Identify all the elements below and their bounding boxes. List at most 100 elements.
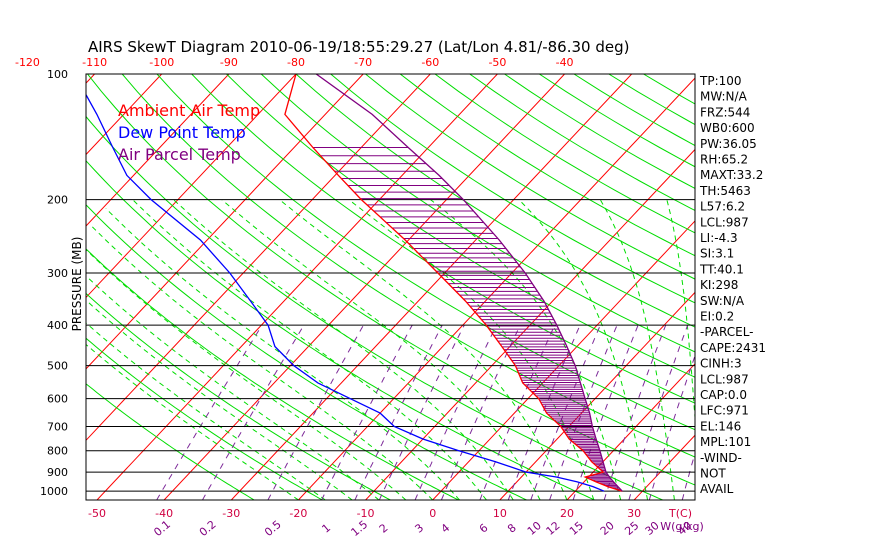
mixing-ratio-line bbox=[267, 324, 364, 500]
mixing-ratio-line bbox=[648, 354, 695, 500]
moist-adiabat bbox=[86, 299, 353, 500]
mixing-ratio-tick-label: 2 bbox=[377, 521, 391, 535]
dry-adiabat bbox=[156, 74, 695, 431]
bottom-temp-tick-label: -50 bbox=[88, 507, 106, 520]
isotherm-line bbox=[0, 74, 28, 500]
mixing-ratio-tick-label: 1 bbox=[319, 521, 333, 535]
dry-adiabat bbox=[86, 383, 255, 500]
top-temp-tick-label: -80 bbox=[287, 56, 305, 69]
pressure-tick-label: 600 bbox=[47, 393, 68, 406]
pressure-tick-label: 1000 bbox=[40, 485, 68, 498]
y-axis-label: PRESSURE (MB) bbox=[70, 237, 84, 332]
cape-hatch bbox=[312, 146, 621, 490]
legend-item: Air Parcel Temp bbox=[118, 145, 241, 164]
top-temp-tick-label: -110 bbox=[82, 56, 107, 69]
pressure-tick-label: 300 bbox=[47, 267, 68, 280]
top-temp-tick-label: -70 bbox=[354, 56, 372, 69]
bottom-temp-tick-label: -20 bbox=[289, 507, 307, 520]
dry-adiabat bbox=[399, 74, 695, 257]
ambient-air-templine bbox=[284, 74, 623, 492]
moist-adiabat bbox=[105, 208, 460, 500]
moist-adiabats bbox=[86, 199, 695, 500]
index-text: TT:40.1 bbox=[699, 262, 744, 276]
bottom-temp-tick-label: -40 bbox=[155, 507, 173, 520]
top-temp-tick-label: -120 bbox=[15, 56, 40, 69]
isotherm-line bbox=[432, 220, 695, 500]
index-text: -WIND- bbox=[700, 451, 742, 465]
isotherm-line bbox=[86, 74, 297, 299]
index-text: AVAIL bbox=[700, 482, 734, 496]
bottom-temp-tick-label: 30 bbox=[627, 507, 641, 520]
moist-adiabat bbox=[86, 248, 407, 500]
mixing-ratio-line bbox=[414, 324, 497, 500]
isotherm-line bbox=[163, 74, 565, 500]
moist-adiabat bbox=[86, 275, 380, 500]
index-text: TP:100 bbox=[699, 74, 742, 88]
dry-adiabat bbox=[469, 74, 695, 212]
dry-adiabat bbox=[226, 74, 695, 378]
mixing-ratio-line bbox=[202, 324, 305, 500]
moist-adiabat bbox=[599, 199, 675, 500]
mixing-ratio-line bbox=[507, 324, 581, 500]
mixing-ratio-tick-label: 20 bbox=[598, 519, 617, 538]
index-text: KI:298 bbox=[700, 278, 738, 292]
moist-adiabat bbox=[86, 343, 299, 500]
isotherm-line bbox=[768, 74, 870, 500]
dry-adiabat bbox=[295, 74, 695, 328]
dry-adiabats bbox=[86, 74, 695, 500]
mixing-ratio-tick-label: 15 bbox=[567, 519, 586, 538]
index-text: TH:5463 bbox=[699, 184, 751, 198]
dry-adiabat bbox=[86, 204, 527, 500]
moist-adiabat bbox=[86, 322, 326, 500]
bottom-temp-tick-label: 20 bbox=[560, 507, 574, 520]
mixing-ratio-line bbox=[321, 324, 413, 500]
index-text: WB0:600 bbox=[700, 121, 755, 135]
index-text: EI:0.2 bbox=[700, 310, 734, 324]
dry-adiabat bbox=[86, 292, 391, 500]
mixing-ratio-tick-label: 30 bbox=[643, 519, 662, 538]
dry-adiabat bbox=[121, 74, 695, 458]
mixing-ratio-lines bbox=[156, 324, 695, 500]
pressure-tick-label: 100 bbox=[47, 68, 68, 81]
mixing-ratio-tick-label: 4 bbox=[439, 521, 453, 535]
mixing-ratio-tick-label: 1.5 bbox=[349, 518, 371, 539]
mixing-ratio-tick-label: 8 bbox=[505, 521, 519, 535]
mixing-ratio-line bbox=[354, 324, 443, 500]
dry-adiabat bbox=[365, 74, 695, 280]
isotherm-line bbox=[86, 74, 230, 227]
isotherm-line bbox=[86, 74, 163, 156]
index-text: MAXT:33.2 bbox=[700, 168, 763, 182]
mixing-ratio-line bbox=[440, 324, 521, 500]
index-text: PW:36.05 bbox=[700, 137, 757, 151]
isotherm-line bbox=[86, 74, 364, 370]
dry-adiabat bbox=[86, 115, 663, 500]
pressure-tick-label: 800 bbox=[47, 445, 68, 458]
moist-adiabat bbox=[430, 199, 622, 500]
dry-adiabat bbox=[86, 248, 459, 500]
air-parcel-templine bbox=[315, 74, 623, 492]
dry-adiabat bbox=[330, 74, 695, 304]
pressure-tick-label: 500 bbox=[47, 360, 68, 373]
moist-adiabat bbox=[279, 199, 568, 500]
dry-adiabat bbox=[191, 74, 695, 404]
isotherm-line bbox=[499, 291, 695, 500]
mixing-ratio-tick-label: 0.1 bbox=[151, 518, 173, 539]
index-text: NOT bbox=[700, 467, 726, 481]
index-text: LI:-4.3 bbox=[700, 231, 738, 245]
index-text: SW:N/A bbox=[700, 294, 745, 308]
bottom-temp-tick-label: -10 bbox=[357, 507, 375, 520]
index-text: MW:N/A bbox=[700, 90, 748, 104]
dry-adiabat bbox=[260, 74, 695, 353]
legend: Ambient Air Temp Dew Point Temp Air Parcel… bbox=[118, 101, 260, 164]
moist-adiabat bbox=[666, 199, 695, 424]
mixing-ratio-tick-label: 12 bbox=[544, 519, 563, 538]
mixing-ratio-line bbox=[479, 324, 556, 500]
index-text: CAP:0.0 bbox=[700, 388, 747, 402]
isotherm-line bbox=[298, 77, 695, 500]
index-text: LCL:987 bbox=[700, 215, 749, 229]
top-temp-tick-label: -50 bbox=[488, 56, 506, 69]
index-text: EL:146 bbox=[700, 419, 741, 433]
mixing-ratio-tick-label: 25 bbox=[622, 519, 641, 538]
